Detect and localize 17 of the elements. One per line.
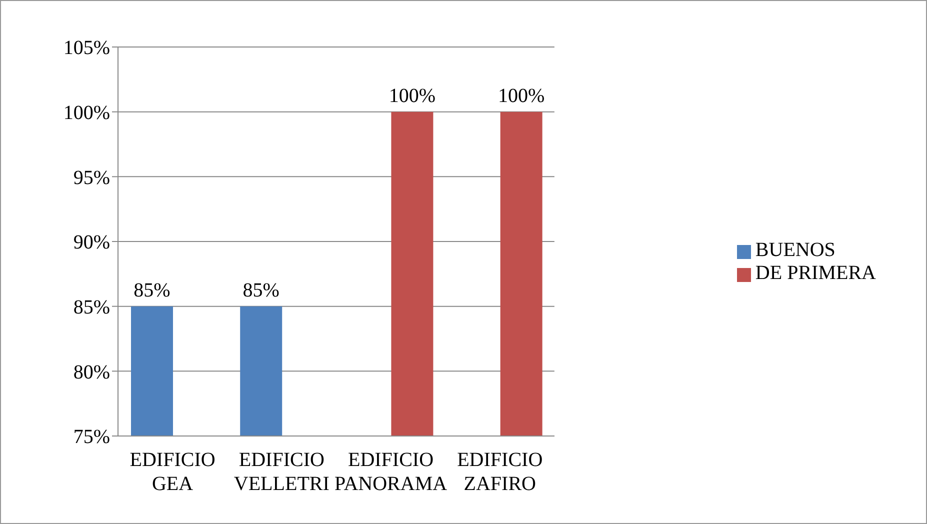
y-tick-label: 95% (73, 166, 110, 189)
y-tick-label: 85% (73, 296, 110, 318)
data-label: 85% (242, 279, 280, 302)
data-label: 100% (498, 84, 545, 107)
x-tick-label: EDIFICIO GEA (130, 449, 216, 495)
y-tick-label: 100% (63, 102, 110, 124)
legend-label: DE PRIMERA (755, 262, 876, 284)
y-tick-label: 90% (73, 232, 110, 254)
x-tick-label: EDIFICIO PANORAMA (334, 449, 448, 495)
data-label: 85% (134, 279, 170, 302)
y-tick-label: 105% (63, 37, 110, 60)
y-tick-label: 75% (73, 426, 110, 448)
legend-label: BUENOS (755, 239, 836, 261)
x-tick-label: EDIFICIO ZAFIRO (457, 449, 543, 495)
y-tick-label: 80% (73, 361, 110, 384)
x-tick-label: EDIFICIO VELLETRI (234, 449, 330, 495)
data-label: 100% (388, 84, 436, 107)
